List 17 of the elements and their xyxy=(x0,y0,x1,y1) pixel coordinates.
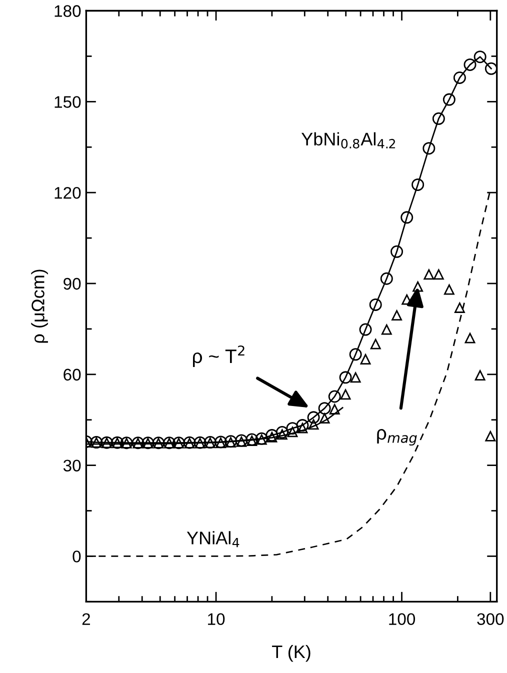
annotation: ρ ~ T$^{2}$ xyxy=(193,345,244,368)
y-tick-label: 120 xyxy=(54,186,81,199)
y-tick-label: 60 xyxy=(64,368,81,381)
y-tick-label: 0 xyxy=(72,550,81,562)
y-axis-title: ρ (μΩcm) xyxy=(31,270,48,343)
annotation: YbNi$_{0.8}$Al$_{4.2}$ xyxy=(301,132,396,148)
y-tick-label: 30 xyxy=(63,460,81,472)
x-axis-title: T (K) xyxy=(272,644,310,662)
annotation: YNiAl$_{4}$ xyxy=(186,531,240,548)
annotation: ρ$_{mag}$ xyxy=(377,429,417,446)
y-tick-label: 150 xyxy=(54,96,81,108)
y-tick-label: 90 xyxy=(64,278,81,290)
x-tick-label: 100 xyxy=(389,613,416,626)
x-tick-label: 2 xyxy=(82,613,90,625)
x-tick-label: 300 xyxy=(477,613,504,626)
y-tick-label: 180 xyxy=(54,5,81,17)
x-tick-label: 10 xyxy=(208,613,225,626)
